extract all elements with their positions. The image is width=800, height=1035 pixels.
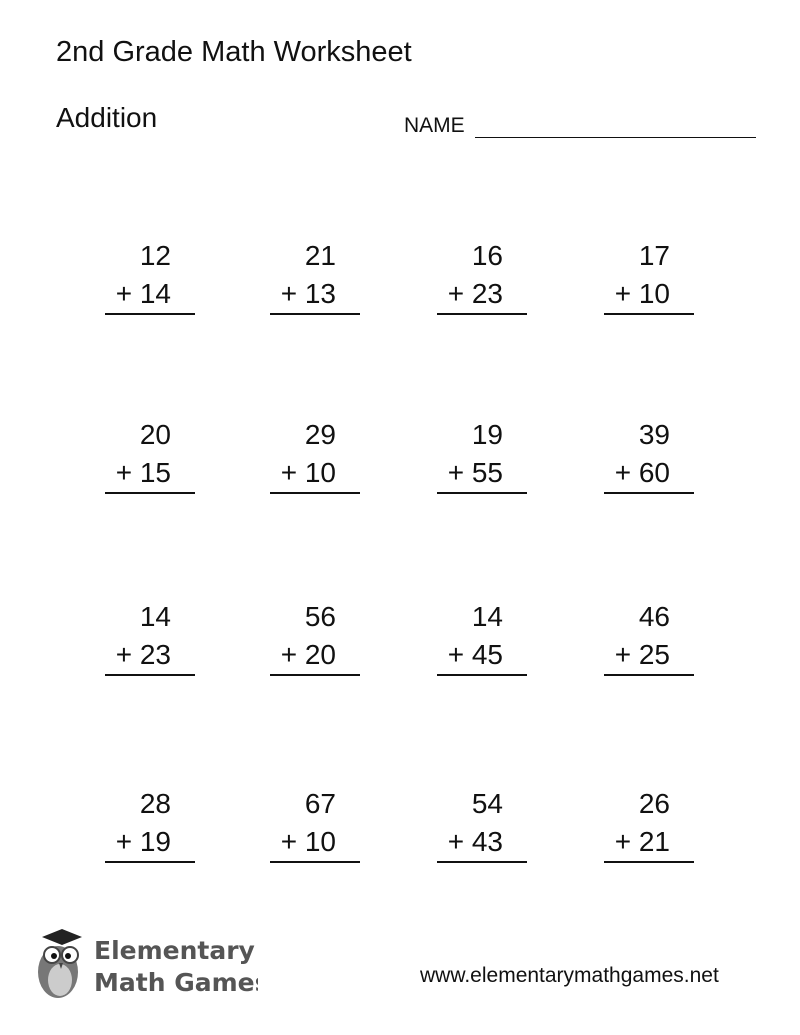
addend-top: 28: [139, 788, 171, 819]
addend-bottom: + 14: [105, 275, 195, 315]
website-url: www.elementarymathgames.net: [420, 964, 719, 987]
addend-top: 39: [638, 419, 670, 450]
owl-graduation-cap-icon: Elementary Math Games: [38, 929, 269, 998]
name-label: NAME: [404, 114, 465, 137]
addend-bottom: + 10: [270, 454, 360, 494]
addend-bottom: + 10: [270, 823, 360, 863]
addend-top: 12: [139, 240, 171, 271]
logo: Elementary Math Games: [28, 925, 269, 1010]
addition-problem: 67 + 10: [270, 785, 360, 863]
addend-bottom: + 55: [437, 454, 527, 494]
addend-bottom: + 23: [437, 275, 527, 315]
addition-problem: 17 + 10: [604, 237, 694, 315]
addend-top: 17: [638, 240, 670, 271]
page-title: 2nd Grade Math Worksheet: [56, 36, 412, 68]
addition-problem: 56 + 20: [270, 598, 360, 676]
addition-problem: 39 + 60: [604, 416, 694, 494]
addend-top: 54: [471, 788, 503, 819]
addend-bottom: + 60: [604, 454, 694, 494]
addend-bottom: + 43: [437, 823, 527, 863]
addend-bottom: + 23: [105, 636, 195, 676]
addition-problem: 26 + 21: [604, 785, 694, 863]
addend-top: 67: [304, 788, 336, 819]
addend-bottom: + 20: [270, 636, 360, 676]
addend-top: 46: [638, 601, 670, 632]
logo-text-line2: Math Games: [94, 968, 258, 997]
addition-problem: 16 + 23: [437, 237, 527, 315]
addend-top: 29: [304, 419, 336, 450]
addend-bottom: + 25: [604, 636, 694, 676]
addend-bottom: + 10: [604, 275, 694, 315]
addend-bottom: + 21: [604, 823, 694, 863]
addition-problem: 20 + 15: [105, 416, 195, 494]
addend-top: 14: [139, 601, 171, 632]
addend-top: 56: [304, 601, 336, 632]
addition-problem: 29 + 10: [270, 416, 360, 494]
addend-top: 19: [471, 419, 503, 450]
addend-top: 21: [304, 240, 336, 271]
addend-bottom: + 15: [105, 454, 195, 494]
addend-bottom: + 45: [437, 636, 527, 676]
addend-top: 26: [638, 788, 670, 819]
addition-problem: 14 + 45: [437, 598, 527, 676]
addition-problem: 21 + 13: [270, 237, 360, 315]
addition-problem: 14 + 23: [105, 598, 195, 676]
addend-bottom: + 13: [270, 275, 360, 315]
addend-top: 20: [139, 419, 171, 450]
addition-problem: 54 + 43: [437, 785, 527, 863]
addition-problem: 19 + 55: [437, 416, 527, 494]
logo-text-line1: Elementary: [94, 936, 255, 965]
page-subtitle: Addition: [56, 102, 158, 133]
addend-bottom: + 19: [105, 823, 195, 863]
name-field-line[interactable]: [475, 137, 756, 138]
addend-top: 16: [471, 240, 503, 271]
addition-problem: 12 + 14: [105, 237, 195, 315]
addend-top: 14: [471, 601, 503, 632]
addition-problem: 28 + 19: [105, 785, 195, 863]
addition-problem: 46 + 25: [604, 598, 694, 676]
